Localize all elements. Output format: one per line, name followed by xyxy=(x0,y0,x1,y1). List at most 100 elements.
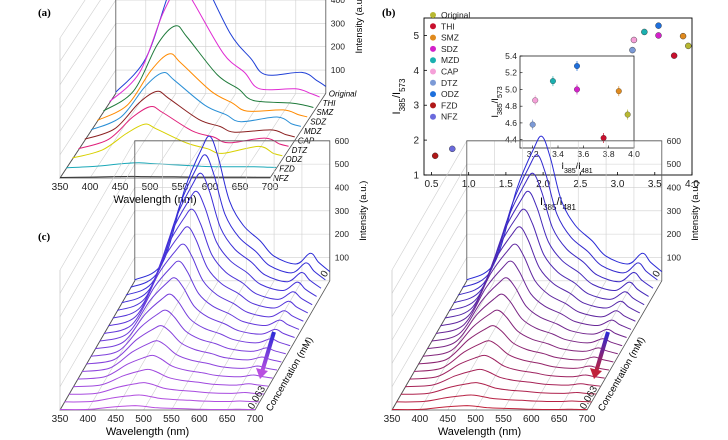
x-tick-label: 3.0 xyxy=(611,179,625,190)
legend-label-SMZ: SMZ xyxy=(441,33,459,43)
series-line-NFZ xyxy=(59,175,270,178)
x-tick-label: 600 xyxy=(523,414,540,425)
x-tick-label: 400 xyxy=(80,414,97,425)
floor-line xyxy=(171,280,247,411)
point-Original xyxy=(685,42,692,50)
side-grid-line xyxy=(59,187,136,317)
legend-marker xyxy=(430,45,436,52)
conc-end-label: 0 xyxy=(319,269,332,280)
series-line-trace-5 xyxy=(413,340,610,372)
panel-label-b: (b) xyxy=(382,7,396,19)
x-tick-label: 650 xyxy=(219,414,236,425)
z-tick-label: 100 xyxy=(335,252,349,262)
legend-marker xyxy=(430,79,436,86)
series-line-MDZ xyxy=(90,72,302,131)
z-tick-label: 300 xyxy=(331,18,345,28)
series-label-MDZ: MDZ xyxy=(304,127,322,136)
floor-line xyxy=(531,280,607,411)
point-ODZ xyxy=(655,22,662,29)
x-tick-label: 4.0 xyxy=(685,179,699,190)
series-line-Original xyxy=(115,0,327,93)
inset-x-tick-label: 3.8 xyxy=(603,149,615,159)
series-line-trace-9 xyxy=(99,277,295,342)
x-axis-label: Wavelength (nm) xyxy=(113,194,196,206)
series-line-trace-1 xyxy=(64,394,260,403)
legend-marker xyxy=(430,91,436,98)
series-label-SDZ: SDZ xyxy=(310,118,327,127)
series-line-trace-8 xyxy=(427,293,623,350)
series-line-trace-13 xyxy=(449,208,645,311)
point-DTZ xyxy=(629,46,636,54)
series-line-SMZ xyxy=(103,25,314,112)
x-tick-label: 1.0 xyxy=(462,179,476,190)
z-tick-label: 400 xyxy=(331,0,345,5)
series-line-trace-4 xyxy=(409,354,605,380)
z-tick-label: 300 xyxy=(667,206,681,216)
z-tick-label: 600 xyxy=(667,136,681,146)
concentration-arrow xyxy=(260,331,276,373)
z-tick-label: 200 xyxy=(667,229,681,239)
series-line-trace-5 xyxy=(81,340,278,372)
side-grid-line xyxy=(59,140,136,271)
x-tick-label: 400 xyxy=(82,182,99,193)
legend-marker xyxy=(430,12,436,18)
series-line-trace-1 xyxy=(396,394,592,403)
x-tick-label: 3.5 xyxy=(648,179,662,190)
series-line-trace-0 xyxy=(391,405,588,411)
inset-plot: 3.2 3.4 3.6 3.8 4.04.44.64.85.05.25.4I385/I4… xyxy=(490,51,640,175)
inset-point-THI xyxy=(600,135,607,141)
inset-frame xyxy=(519,55,635,149)
side-grid-line xyxy=(59,210,136,341)
z-tick-label: 500 xyxy=(335,159,349,169)
floor-line xyxy=(447,280,523,411)
z-tick-label: 400 xyxy=(335,182,349,192)
inset-x-tick-label: 3.4 xyxy=(552,149,564,159)
series-line-trace-15 xyxy=(457,172,654,296)
x-tick-label: 650 xyxy=(551,414,568,425)
legend-label-CAP: CAP xyxy=(441,67,459,77)
x-tick-label: 500 xyxy=(135,414,152,425)
series-line-SDZ xyxy=(96,53,308,121)
z-tick-label: 200 xyxy=(331,42,345,52)
legend-marker xyxy=(430,113,436,120)
side-grid-line xyxy=(59,23,117,109)
side-grid-line xyxy=(59,257,136,387)
floor-line xyxy=(89,93,147,179)
series-label-FZD: FZD xyxy=(279,165,295,174)
z-tick-label: 500 xyxy=(667,159,681,169)
x-axis-label: Wavelength (nm) xyxy=(106,426,189,438)
x-tick-label: 450 xyxy=(112,182,129,193)
series-line-trace-10 xyxy=(435,260,632,334)
series-label-NFZ: NFZ xyxy=(273,174,290,183)
inset-y-tick-label: 4.6 xyxy=(505,118,517,128)
series-line-trace-10 xyxy=(103,260,300,334)
legend-label-FZD: FZD xyxy=(441,100,458,110)
x-axis-label: I385/I481 xyxy=(540,196,576,212)
side-grid-line xyxy=(391,210,468,341)
series-line-trace-14 xyxy=(453,190,649,304)
legend-label-DTZ: DTZ xyxy=(441,78,458,88)
x-tick-label: 700 xyxy=(579,414,596,425)
floor-line xyxy=(503,280,579,411)
series-line-trace-12 xyxy=(112,226,309,319)
z-axis-label: Intensity (a.u.) xyxy=(358,181,369,241)
series-line-trace-6 xyxy=(418,325,614,365)
side-grid-line xyxy=(391,187,468,317)
legend-label-ODZ: ODZ xyxy=(441,89,459,99)
point-CAP xyxy=(630,36,638,44)
y-axis-label: I385/I573 xyxy=(391,78,407,114)
x-tick-label: 2.0 xyxy=(536,179,550,190)
axis-frame-edge xyxy=(59,93,117,179)
z-axis-label: Intensity (a.u.) xyxy=(690,181,701,241)
series-line-ODZ xyxy=(72,123,283,159)
y-tick-label: 5 xyxy=(413,31,419,42)
series-line-trace-11 xyxy=(440,243,636,327)
series-line-trace-8 xyxy=(95,293,291,350)
series-group xyxy=(59,0,327,178)
z-axis-label: Intensity (a.u.) xyxy=(354,0,365,54)
x-tick-label: 0.5 xyxy=(424,179,438,190)
side-grid-line xyxy=(59,233,136,364)
series-label-DTZ: DTZ xyxy=(292,146,309,155)
